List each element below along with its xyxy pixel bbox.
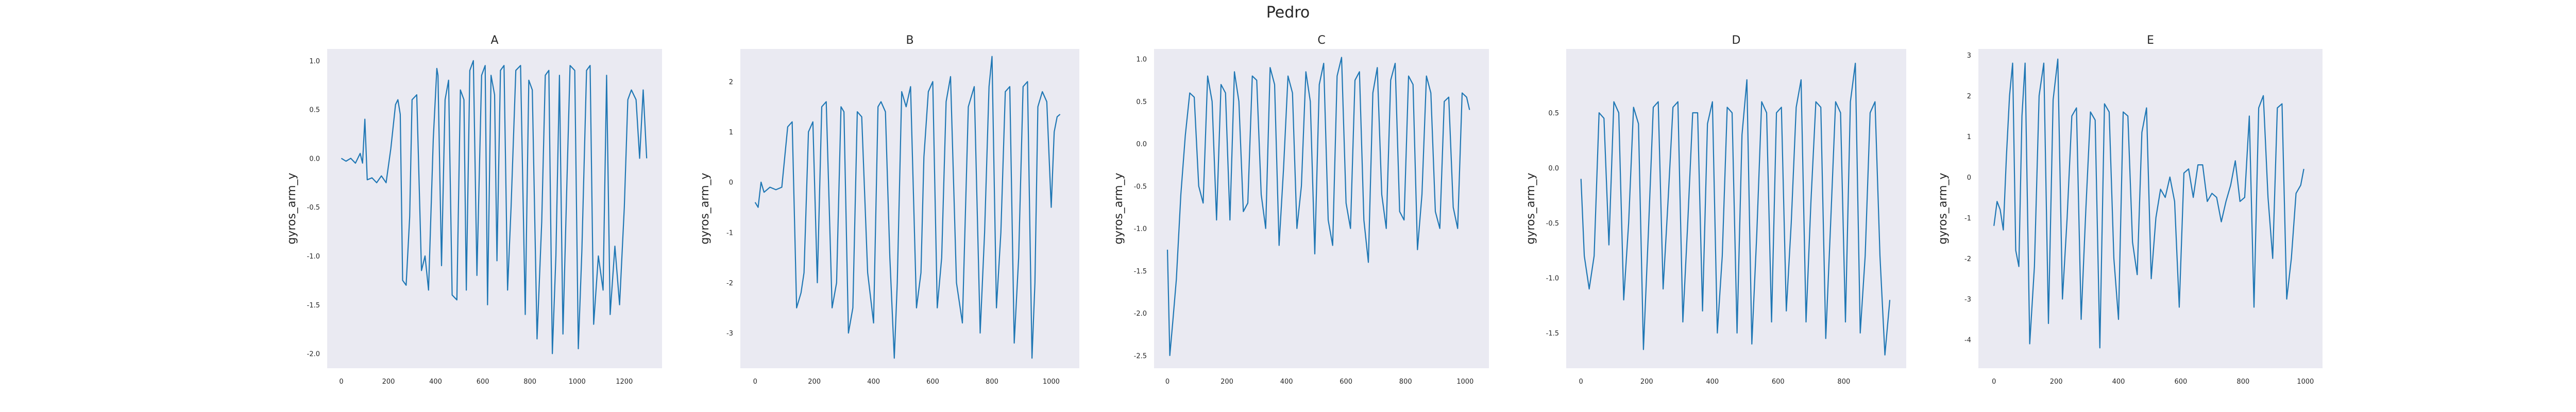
- y-tick-label: -0.5: [1134, 183, 1147, 191]
- x-tick-label: 0: [1165, 378, 1170, 386]
- y-axis-label-c: gyros_arm_y: [1112, 173, 1125, 244]
- x-tick-label: 400: [2112, 378, 2125, 386]
- y-tick-label: 2: [729, 78, 733, 86]
- x-tick-label: 1000: [2297, 378, 2314, 386]
- y-tick-label: -1.0: [1134, 226, 1147, 233]
- y-tick-label: -1.5: [307, 302, 320, 310]
- x-tick-label: 1000: [569, 378, 586, 386]
- panel-title-c: C: [1317, 34, 1325, 47]
- y-axis-label-d: gyros_arm_y: [1524, 173, 1537, 244]
- panel-title-e: E: [2147, 34, 2154, 47]
- y-tick-label: -3: [1964, 296, 1971, 304]
- y-tick-label: 3: [1967, 52, 1971, 60]
- plot-area-c: [1154, 49, 1489, 368]
- series-line-b: [754, 56, 1061, 359]
- y-tick-label: -1.5: [1546, 330, 1559, 338]
- y-tick-label: -0.5: [307, 204, 320, 212]
- x-tick-label: 0: [753, 378, 757, 386]
- y-tick-label: -1.0: [307, 253, 320, 261]
- y-tick-label: 0.0: [1136, 141, 1147, 148]
- x-tick-label: 200: [2050, 378, 2063, 386]
- panel-title-b: B: [906, 34, 913, 47]
- y-tick-label: -2: [1964, 255, 1971, 263]
- x-tick-label: 0: [1992, 378, 1996, 386]
- x-tick-label: 0: [339, 378, 343, 386]
- y-tick-label: 0.5: [1136, 98, 1147, 106]
- x-tick-label: 800: [523, 378, 536, 386]
- x-tick-label: 600: [477, 378, 489, 386]
- x-tick-label: 800: [1399, 378, 1412, 386]
- y-tick-label: -2.0: [307, 351, 320, 358]
- panel-title-d: D: [1732, 34, 1741, 47]
- x-tick-label: 0: [1579, 378, 1583, 386]
- y-tick-label: 1: [1967, 133, 1971, 141]
- y-axis-label-a: gyros_arm_y: [285, 173, 298, 244]
- plot-area-b: [740, 49, 1079, 368]
- y-tick-label: 1.0: [309, 58, 320, 65]
- x-tick-label: 400: [429, 378, 442, 386]
- y-tick-label: -2: [726, 280, 733, 287]
- x-tick-label: 800: [986, 378, 998, 386]
- y-tick-label: 0: [1967, 174, 1971, 182]
- x-tick-label: 800: [2236, 378, 2249, 386]
- y-axis-label-b: gyros_arm_y: [699, 173, 711, 244]
- y-tick-label: 1: [729, 129, 733, 136]
- x-tick-label: 600: [1772, 378, 1785, 386]
- y-tick-label: -1: [726, 229, 733, 237]
- x-tick-label: 1200: [616, 378, 633, 386]
- series-line-c: [1166, 57, 1470, 356]
- y-tick-label: 2: [1967, 93, 1971, 100]
- y-axis-label-e: gyros_arm_y: [1937, 173, 1950, 244]
- x-tick-label: 200: [1640, 378, 1653, 386]
- y-tick-label: -2.0: [1134, 310, 1147, 318]
- x-tick-label: 600: [2175, 378, 2188, 386]
- y-tick-label: -1: [1964, 215, 1971, 222]
- x-tick-label: 1000: [1456, 378, 1473, 386]
- y-tick-label: -0.5: [1546, 220, 1559, 228]
- x-tick-label: 400: [1706, 378, 1719, 386]
- y-tick-label: 1.0: [1136, 56, 1147, 64]
- y-tick-label: -1.5: [1134, 268, 1147, 276]
- series-line-e: [1993, 58, 2304, 349]
- y-tick-label: -3: [726, 330, 733, 338]
- y-tick-label: 0: [729, 179, 733, 187]
- x-tick-label: 400: [1280, 378, 1293, 386]
- x-tick-label: 200: [808, 378, 821, 386]
- y-tick-label: -4: [1964, 337, 1971, 345]
- x-tick-label: 600: [926, 378, 939, 386]
- y-tick-label: 0.0: [309, 155, 320, 163]
- figure-title: Pedro: [1266, 4, 1310, 22]
- y-tick-label: -1.0: [1546, 275, 1559, 283]
- y-tick-label: -2.5: [1134, 352, 1147, 360]
- x-tick-label: 600: [1340, 378, 1352, 386]
- series-line-a: [341, 60, 648, 354]
- plot-area-e: [1978, 49, 2323, 368]
- series-line-d: [1580, 62, 1891, 356]
- y-tick-label: 0.0: [1548, 165, 1559, 173]
- y-tick-label: 0.5: [1548, 110, 1559, 117]
- x-tick-label: 200: [1221, 378, 1233, 386]
- y-tick-label: 0.5: [309, 107, 320, 114]
- x-tick-label: 1000: [1043, 378, 1060, 386]
- panel-title-a: A: [490, 34, 498, 47]
- x-tick-label: 200: [382, 378, 395, 386]
- x-tick-label: 800: [1837, 378, 1850, 386]
- x-tick-label: 400: [867, 378, 880, 386]
